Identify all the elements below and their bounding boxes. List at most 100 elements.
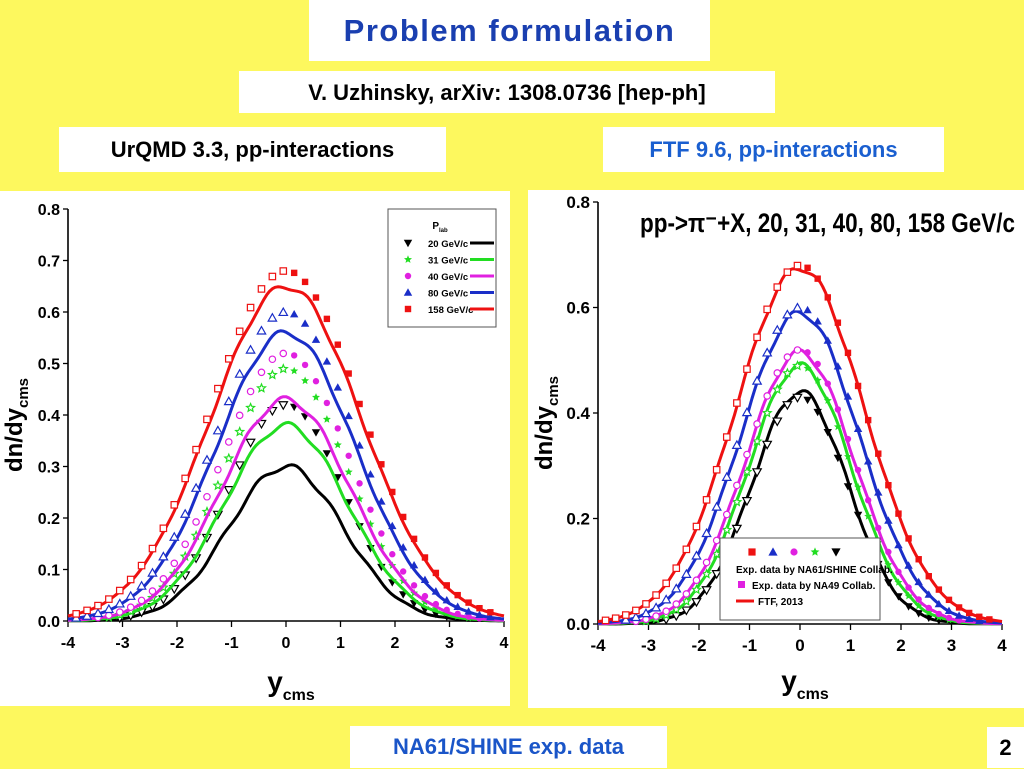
data-point [398, 543, 408, 551]
data-point [311, 429, 321, 437]
series-31-gev-c [68, 363, 504, 623]
data-point [701, 568, 713, 579]
data-point [234, 461, 245, 471]
data-point [345, 370, 352, 377]
data-point [854, 466, 862, 474]
x-tick-label: 1 [846, 636, 855, 655]
data-point [864, 497, 872, 504]
x-axis-title: ycms [267, 666, 315, 704]
data-point [181, 540, 189, 549]
data-point [793, 261, 802, 270]
data-point [986, 616, 993, 623]
x-tick-label: 0 [795, 636, 804, 655]
model-curve [67, 285, 505, 618]
data-point [733, 481, 741, 490]
data-point [159, 524, 168, 533]
data-point [312, 393, 320, 401]
x-tick-label: -4 [590, 636, 606, 655]
data-point [367, 431, 374, 438]
data-point [126, 603, 135, 612]
data-point [823, 336, 832, 344]
data-point [914, 601, 923, 610]
data-point [245, 344, 256, 354]
data-point [894, 540, 903, 549]
data-point [621, 611, 630, 619]
data-point [924, 614, 933, 623]
data-point [158, 551, 169, 561]
y-tick-label: 0.7 [38, 254, 60, 271]
slide-title: Problem formulation [309, 0, 710, 61]
right-chart-title: pp->π⁻+X, 20, 31, 40, 80, 158 GeV/c [640, 208, 1015, 238]
data-point [378, 461, 385, 468]
data-point [190, 482, 202, 492]
data-point [925, 573, 932, 580]
data-point [681, 606, 692, 616]
data-point [813, 376, 822, 384]
data-point [761, 407, 773, 418]
data-point [773, 283, 782, 291]
data-point [333, 440, 342, 449]
x-axis-title: ycms [781, 665, 829, 703]
legend-label: 31 GeV/c [428, 256, 468, 267]
data-point [322, 357, 332, 365]
legend-marker [790, 548, 798, 556]
data-point [356, 400, 363, 408]
legend-marker [738, 581, 745, 588]
data-point [410, 582, 418, 589]
data-point [212, 479, 224, 491]
data-point [389, 551, 396, 558]
data-point [235, 411, 244, 420]
data-point [246, 387, 255, 396]
data-point [465, 613, 472, 620]
x-tick-label: -1 [742, 636, 757, 655]
data-point [214, 384, 222, 393]
data-point [453, 602, 462, 610]
data-point [761, 440, 773, 450]
data-point [170, 501, 179, 509]
data-point [792, 360, 803, 371]
y-tick-label: 0.2 [566, 510, 590, 529]
data-point [935, 586, 943, 593]
data-point [964, 614, 974, 622]
data-point [652, 591, 660, 599]
data-point [432, 600, 440, 608]
data-point [793, 346, 802, 354]
data-point [824, 294, 831, 301]
data-point [721, 471, 733, 481]
data-point [620, 614, 632, 624]
data-point [783, 353, 792, 361]
data-point [323, 315, 331, 323]
legend-marker [768, 547, 778, 556]
data-point [94, 601, 102, 610]
y-axis-title: dn/dycms [1, 378, 32, 472]
left-rapidity-chart: -4 -3 -2 -1 0 1 2 3 4 0.0 0.1 0.2 0.3 0.4 0.5 0.6 0.7 0.8… [1, 202, 509, 704]
data-point [844, 452, 852, 460]
legend-label: 40 GeV/c [428, 272, 468, 283]
data-point [356, 480, 363, 487]
data-point [823, 428, 832, 437]
legend-label: Exp. data by NA49 Collab. [752, 581, 876, 592]
data-point [389, 488, 396, 496]
data-point [772, 417, 783, 427]
data-point [279, 267, 288, 275]
data-point [863, 457, 873, 465]
data-point [773, 369, 782, 377]
data-point [691, 550, 702, 560]
legend-box [719, 537, 881, 621]
data-point [334, 425, 341, 432]
series-20-gev-c [68, 401, 504, 624]
data-point [731, 439, 743, 449]
data-point [954, 611, 964, 619]
data-point [266, 369, 278, 380]
data-point [955, 604, 963, 611]
data-point [256, 325, 267, 335]
data-point [751, 435, 763, 446]
legend-label: 158 GeV/c [428, 305, 473, 316]
data-point [465, 599, 472, 606]
page-number: 2 [987, 727, 1024, 768]
data-point [312, 294, 320, 301]
data-point [256, 382, 267, 393]
data-point [976, 613, 983, 620]
data-point [432, 569, 440, 577]
data-point [895, 568, 902, 576]
